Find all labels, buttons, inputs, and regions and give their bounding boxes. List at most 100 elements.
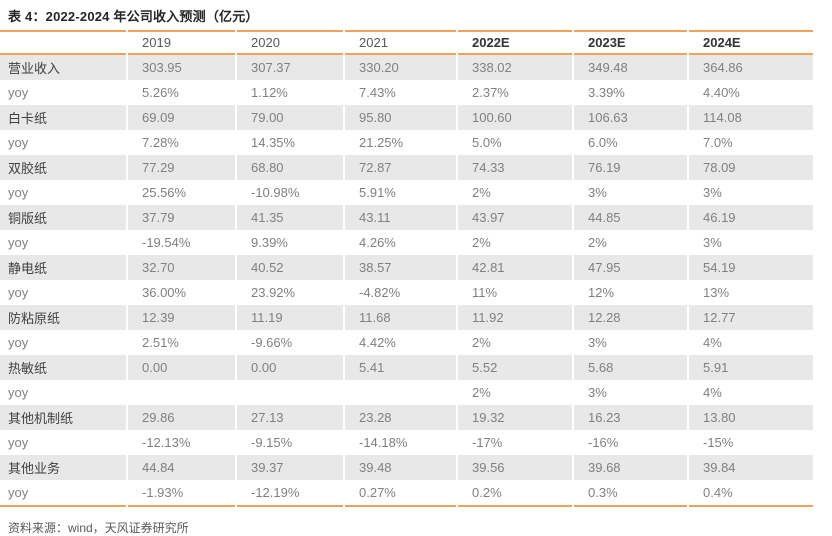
cell-value: 0.00 xyxy=(237,355,343,380)
cell-value: 106.63 xyxy=(574,105,687,130)
cell-value: 7.28% xyxy=(128,130,235,155)
cell-value: 23.92% xyxy=(237,280,343,305)
cell-value: 79.00 xyxy=(237,105,343,130)
row-label: 静电纸 xyxy=(0,255,126,280)
cell-value: 72.87 xyxy=(345,155,456,180)
cell-value: 39.37 xyxy=(237,455,343,480)
header-cell-2021: 2021 xyxy=(345,30,456,55)
cell-value: 40.52 xyxy=(237,255,343,280)
row-label: yoy xyxy=(0,130,126,155)
table-row: 防粘原纸 12.39 11.19 11.68 11.92 12.28 12.77 xyxy=(0,305,813,330)
table-row: 热敏纸 0.00 0.00 5.41 5.52 5.68 5.91 xyxy=(0,355,813,380)
cell-value: 39.48 xyxy=(345,455,456,480)
table-row: yoy 2% 3% 4% xyxy=(0,380,813,405)
table-row: yoy 36.00% 23.92% -4.82% 11% 12% 13% xyxy=(0,280,813,305)
cell-value: 2.51% xyxy=(128,330,235,355)
cell-value: -1.93% xyxy=(128,480,235,507)
row-label: 双胶纸 xyxy=(0,155,126,180)
cell-value: 2% xyxy=(574,230,687,255)
cell-value: -12.13% xyxy=(128,430,235,455)
row-label: 防粘原纸 xyxy=(0,305,126,330)
row-label: 铜版纸 xyxy=(0,205,126,230)
cell-value: -14.18% xyxy=(345,430,456,455)
cell-value: 27.13 xyxy=(237,405,343,430)
cell-value: 19.32 xyxy=(458,405,572,430)
cell-value: 21.25% xyxy=(345,130,456,155)
cell-value: 14.35% xyxy=(237,130,343,155)
cell-value: 5.52 xyxy=(458,355,572,380)
table-row: 双胶纸 77.29 68.80 72.87 74.33 76.19 78.09 xyxy=(0,155,813,180)
cell-value: 0.3% xyxy=(574,480,687,507)
cell-value: 38.57 xyxy=(345,255,456,280)
row-label: 其他机制纸 xyxy=(0,405,126,430)
cell-value: 3.39% xyxy=(574,80,687,105)
cell-value: -9.66% xyxy=(237,330,343,355)
cell-value: 5.68 xyxy=(574,355,687,380)
cell-value: 23.28 xyxy=(345,405,456,430)
row-label: yoy xyxy=(0,230,126,255)
cell-value: 7.0% xyxy=(689,130,813,155)
cell-value: 69.09 xyxy=(128,105,235,130)
cell-value: 13.80 xyxy=(689,405,813,430)
table-body: 营业收入 303.95 307.37 330.20 338.02 349.48 364.86… xyxy=(0,55,813,507)
cell-value: 39.84 xyxy=(689,455,813,480)
cell-value: 307.37 xyxy=(237,55,343,80)
row-label: yoy xyxy=(0,280,126,305)
cell-value: 3% xyxy=(574,180,687,205)
cell-value: 0.4% xyxy=(689,480,813,507)
cell-value: -19.54% xyxy=(128,230,235,255)
cell-value: 11.68 xyxy=(345,305,456,330)
table-row: 营业收入 303.95 307.37 330.20 338.02 349.48 364.86 xyxy=(0,55,813,80)
cell-value: -16% xyxy=(574,430,687,455)
cell-value: 16.23 xyxy=(574,405,687,430)
cell-value: 0.27% xyxy=(345,480,456,507)
cell-value: 4.42% xyxy=(345,330,456,355)
row-label: 营业收入 xyxy=(0,55,126,80)
cell-value: 12.77 xyxy=(689,305,813,330)
cell-value: 44.85 xyxy=(574,205,687,230)
cell-value: 13% xyxy=(689,280,813,305)
cell-value: 5.91% xyxy=(345,180,456,205)
cell-value: 11.19 xyxy=(237,305,343,330)
cell-value xyxy=(237,380,343,405)
cell-value: -10.98% xyxy=(237,180,343,205)
cell-value: -12.19% xyxy=(237,480,343,507)
row-label: 其他业务 xyxy=(0,455,126,480)
cell-value: 78.09 xyxy=(689,155,813,180)
cell-value: 54.19 xyxy=(689,255,813,280)
source-note: 资料来源：wind，天风证券研究所 xyxy=(8,521,189,535)
cell-value: 330.20 xyxy=(345,55,456,80)
row-label: yoy xyxy=(0,430,126,455)
row-label: yoy xyxy=(0,380,126,405)
cell-value: 47.95 xyxy=(574,255,687,280)
cell-value: 364.86 xyxy=(689,55,813,80)
cell-value: 41.35 xyxy=(237,205,343,230)
cell-value: 77.29 xyxy=(128,155,235,180)
cell-value: 36.00% xyxy=(128,280,235,305)
table-row: yoy -12.13% -9.15% -14.18% -17% -16% -15% xyxy=(0,430,813,455)
table-row: yoy 5.26% 1.12% 7.43% 2.37% 3.39% 4.40% xyxy=(0,80,813,105)
cell-value: 4.26% xyxy=(345,230,456,255)
cell-value: 7.43% xyxy=(345,80,456,105)
cell-value: 39.56 xyxy=(458,455,572,480)
cell-value: 338.02 xyxy=(458,55,572,80)
table-row: 白卡纸 69.09 79.00 95.80 100.60 106.63 114.08 xyxy=(0,105,813,130)
header-cell-2019: 2019 xyxy=(128,30,235,55)
cell-value: 2% xyxy=(458,180,572,205)
row-label: 热敏纸 xyxy=(0,355,126,380)
cell-value: 37.79 xyxy=(128,205,235,230)
cell-value: 100.60 xyxy=(458,105,572,130)
cell-value: 29.86 xyxy=(128,405,235,430)
cell-value: 3% xyxy=(574,330,687,355)
table-row: 铜版纸 37.79 41.35 43.11 43.97 44.85 46.19 xyxy=(0,205,813,230)
cell-value: 114.08 xyxy=(689,105,813,130)
revenue-forecast-table: 2019 2020 2021 2022E 2023E 2024E 营业收入 303.95 30… xyxy=(0,30,815,507)
cell-value: 12.39 xyxy=(128,305,235,330)
cell-value: 46.19 xyxy=(689,205,813,230)
header-cell-2022E: 2022E xyxy=(458,30,572,55)
cell-value: 2% xyxy=(458,230,572,255)
cell-value: 4.40% xyxy=(689,80,813,105)
cell-value: 43.97 xyxy=(458,205,572,230)
cell-value: 303.95 xyxy=(128,55,235,80)
